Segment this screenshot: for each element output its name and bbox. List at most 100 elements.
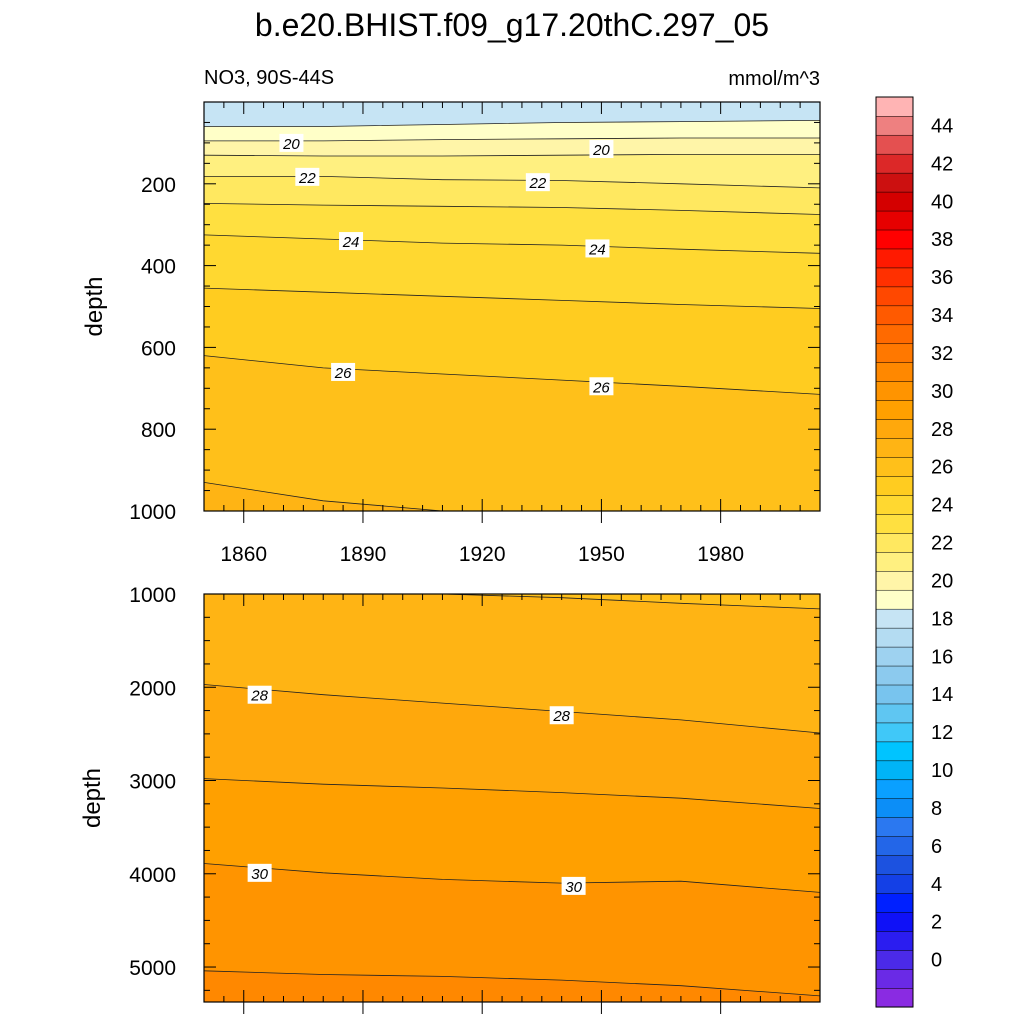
colorbar-swatch xyxy=(875,134,914,155)
y-tick-label: 5000 xyxy=(129,957,176,980)
colorbar-swatch xyxy=(875,191,914,212)
colorbar-label: 2 xyxy=(931,912,942,934)
contour-label-box xyxy=(589,140,614,159)
variable-region-label: NO3, 90S-44S xyxy=(204,67,334,89)
colorbar-label: 28 xyxy=(931,419,953,441)
y-tick-label: 600 xyxy=(141,337,176,360)
upper-panel: 20 20 22 22 24 24 26 26 200 400 600 800 1000 1860 1890… xyxy=(81,101,821,566)
colorbar-swatch xyxy=(875,456,914,477)
y-tick-label: 1000 xyxy=(129,584,176,607)
colorbar-swatch xyxy=(875,855,914,875)
colorbar-swatch xyxy=(875,703,914,724)
contour-label-box xyxy=(339,232,364,251)
contour-label-box xyxy=(561,876,586,895)
colorbar-swatch xyxy=(875,874,914,894)
colorbar-swatch xyxy=(875,513,914,534)
colorbar-swatch xyxy=(875,210,914,231)
colorbar-swatch xyxy=(875,324,914,345)
contour-line xyxy=(204,482,820,511)
colorbar-label: 42 xyxy=(931,153,953,175)
colorbar-swatch xyxy=(875,267,914,288)
contour-label: 22 xyxy=(298,170,316,187)
colorbar-swatch xyxy=(875,893,914,913)
contour-line xyxy=(204,355,820,395)
colorbar-swatch xyxy=(875,779,914,800)
colorbar-label: 26 xyxy=(931,457,953,479)
contour-fill-upper xyxy=(204,102,820,511)
colorbar-swatch xyxy=(875,96,914,117)
contour-line xyxy=(204,120,820,127)
colorbar-swatch xyxy=(875,286,914,307)
colorbar-swatch xyxy=(875,229,914,250)
x-tick-label: 1890 xyxy=(340,543,387,566)
y-axis-label: depth xyxy=(79,768,106,828)
colorbar-swatch xyxy=(875,305,914,326)
colorbar-swatch xyxy=(875,115,914,136)
colorbar-label: 14 xyxy=(931,684,953,706)
colorbar-label: 24 xyxy=(931,495,953,517)
units-label: mmol/m^3 xyxy=(728,68,820,90)
colorbar-swatch xyxy=(875,817,914,837)
colorbar-swatch xyxy=(875,741,914,762)
x-tick-label: 1920 xyxy=(459,543,506,566)
colorbar-label: 34 xyxy=(931,305,953,327)
colorbar-swatch xyxy=(875,798,914,818)
colorbar-label: 30 xyxy=(931,381,953,403)
contour-label: 20 xyxy=(282,136,300,153)
colorbar-label: 22 xyxy=(931,533,953,555)
colorbar-swatch xyxy=(875,930,914,951)
chart-title: b.e20.BHIST.f09_g17.20thC.297_05 xyxy=(255,7,769,43)
contour-label-box xyxy=(295,167,320,186)
contour-label-box xyxy=(279,133,304,152)
colorbar-swatch xyxy=(875,419,914,439)
lower-panel: 28 28 30 30 1000 2000 3000 4000 5000 depth xyxy=(79,584,821,1014)
colorbar-frame xyxy=(875,96,914,1008)
colorbar-label: 4 xyxy=(931,874,942,896)
y-tick-label: 4000 xyxy=(129,864,176,887)
colorbar-swatch xyxy=(875,722,914,743)
contour-label-box xyxy=(589,377,614,396)
contour-line xyxy=(204,970,820,997)
y-tick-label: 200 xyxy=(141,174,176,197)
colorbar-label: 32 xyxy=(931,343,953,365)
colorbar-swatch xyxy=(875,987,914,1008)
contour-label: 20 xyxy=(592,142,610,159)
colorbar-label: 18 xyxy=(931,608,953,630)
contour-label-box xyxy=(525,173,550,192)
colorbar-swatch xyxy=(875,911,914,932)
y-tick-label: 3000 xyxy=(129,771,176,794)
y-tick-label: 800 xyxy=(141,419,176,442)
colorbar-swatch xyxy=(875,665,914,686)
colorbar-label: 10 xyxy=(931,760,953,782)
colorbar-swatch xyxy=(875,646,914,667)
colorbar-swatch xyxy=(875,400,914,420)
colorbar-swatch xyxy=(875,760,914,781)
colorbar-swatch xyxy=(875,248,914,269)
colorbar-swatch xyxy=(875,627,914,648)
contour-line xyxy=(204,863,820,893)
contour-line xyxy=(204,287,820,309)
contour-label-box xyxy=(331,362,356,381)
colorbar-label: 20 xyxy=(931,570,953,592)
x-tick-label: 1950 xyxy=(578,543,625,566)
colorbar-swatch xyxy=(875,570,914,591)
contour-label: 28 xyxy=(552,708,570,725)
colorbar-swatch xyxy=(875,968,914,989)
colorbar: 0246810121416182022242628303234363840424… xyxy=(875,96,953,1008)
contour-line xyxy=(204,234,820,254)
contour-label-box xyxy=(247,685,272,704)
y-tick-label: 400 xyxy=(141,256,176,279)
colorbar-swatch xyxy=(875,438,914,458)
contour-line xyxy=(204,684,820,734)
contour-label: 24 xyxy=(342,234,360,251)
plot-frame xyxy=(203,593,821,1003)
contour-line xyxy=(204,778,820,809)
colorbar-swatch xyxy=(875,949,914,970)
contour-label: 28 xyxy=(250,688,268,705)
contour-label: 26 xyxy=(334,365,352,382)
contour-label-box xyxy=(247,863,272,882)
contour-label: 30 xyxy=(565,879,582,896)
colorbar-swatch xyxy=(875,551,914,572)
